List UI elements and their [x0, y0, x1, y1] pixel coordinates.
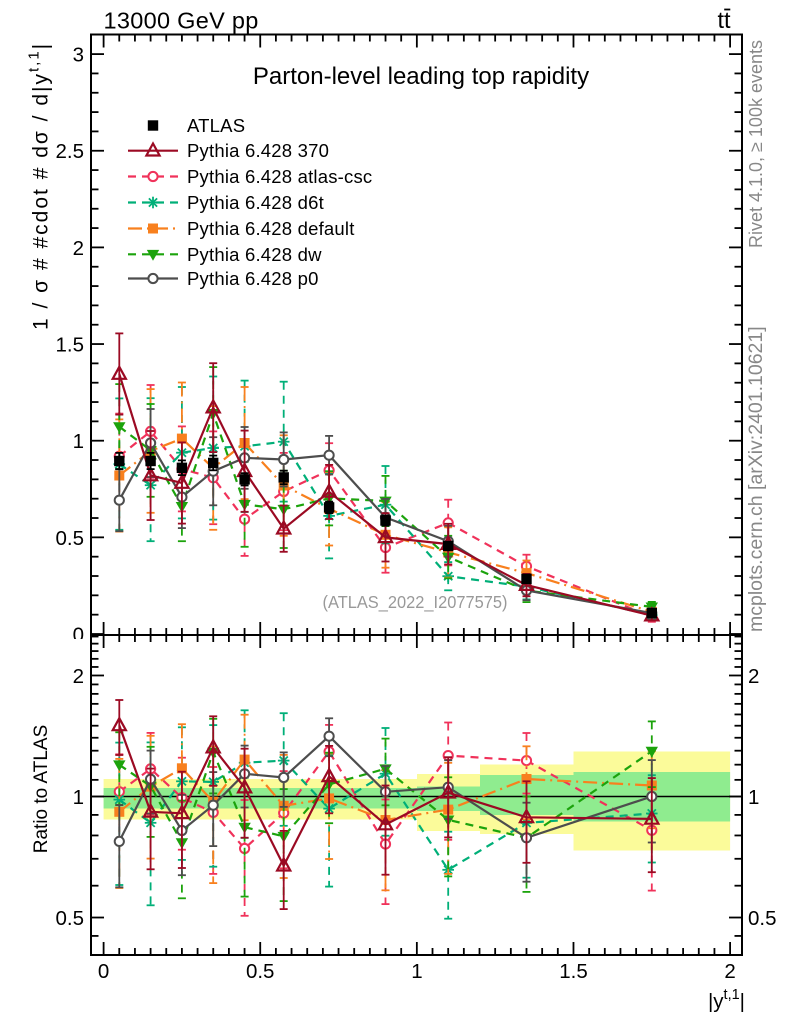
- svg-text:Pythia 6.428 atlas-csc: Pythia 6.428 atlas-csc: [187, 166, 372, 187]
- svg-text:0.5: 0.5: [748, 907, 777, 930]
- svg-text:1: 1: [748, 786, 759, 809]
- svg-text:tt: tt: [717, 7, 731, 33]
- svg-text:Pythia 6.428 p0: Pythia 6.428 p0: [187, 268, 319, 289]
- svg-text:1: 1: [73, 430, 84, 453]
- svg-text:1 / σ # #cdot # dσ / d|yt,1|: 1 / σ # #cdot # dσ / d|yt,1|: [26, 42, 53, 330]
- svg-text:2: 2: [73, 237, 84, 260]
- svg-text:0: 0: [73, 624, 84, 647]
- svg-text:Pythia 6.428 dw: Pythia 6.428 dw: [187, 244, 322, 265]
- svg-text:1.5: 1.5: [56, 334, 85, 357]
- svg-text:0: 0: [98, 960, 109, 983]
- svg-text:mcplots.cern.ch [arXiv:2401.10: mcplots.cern.ch [arXiv:2401.10621]: [745, 326, 767, 632]
- svg-text:0.5: 0.5: [246, 960, 275, 983]
- svg-text:0.5: 0.5: [56, 527, 85, 550]
- svg-text:13000 GeV pp: 13000 GeV pp: [104, 8, 259, 34]
- svg-text:1: 1: [411, 960, 422, 983]
- svg-text:Pythia 6.428 370: Pythia 6.428 370: [187, 140, 329, 161]
- svg-text:0.5: 0.5: [56, 907, 85, 930]
- svg-text:Parton-level leading top rapid: Parton-level leading top rapidity: [253, 63, 589, 90]
- svg-text:2: 2: [73, 665, 84, 688]
- svg-text:Rivet 4.1.0, ≥ 100k events: Rivet 4.1.0, ≥ 100k events: [746, 40, 766, 248]
- svg-text:ATLAS: ATLAS: [187, 115, 245, 136]
- svg-text:3: 3: [73, 44, 84, 67]
- svg-text:2.5: 2.5: [56, 140, 85, 163]
- svg-text:Pythia 6.428 default: Pythia 6.428 default: [187, 218, 355, 239]
- svg-text:2: 2: [724, 960, 735, 983]
- svg-text:2: 2: [748, 665, 759, 688]
- svg-text:Pythia 6.428 d6t: Pythia 6.428 d6t: [187, 192, 324, 213]
- svg-text:1.5: 1.5: [559, 960, 588, 983]
- svg-text:Ratio to ATLAS: Ratio to ATLAS: [31, 725, 52, 854]
- svg-text:(ATLAS_2022_I2077575): (ATLAS_2022_I2077575): [323, 592, 508, 613]
- svg-text:1: 1: [73, 786, 84, 809]
